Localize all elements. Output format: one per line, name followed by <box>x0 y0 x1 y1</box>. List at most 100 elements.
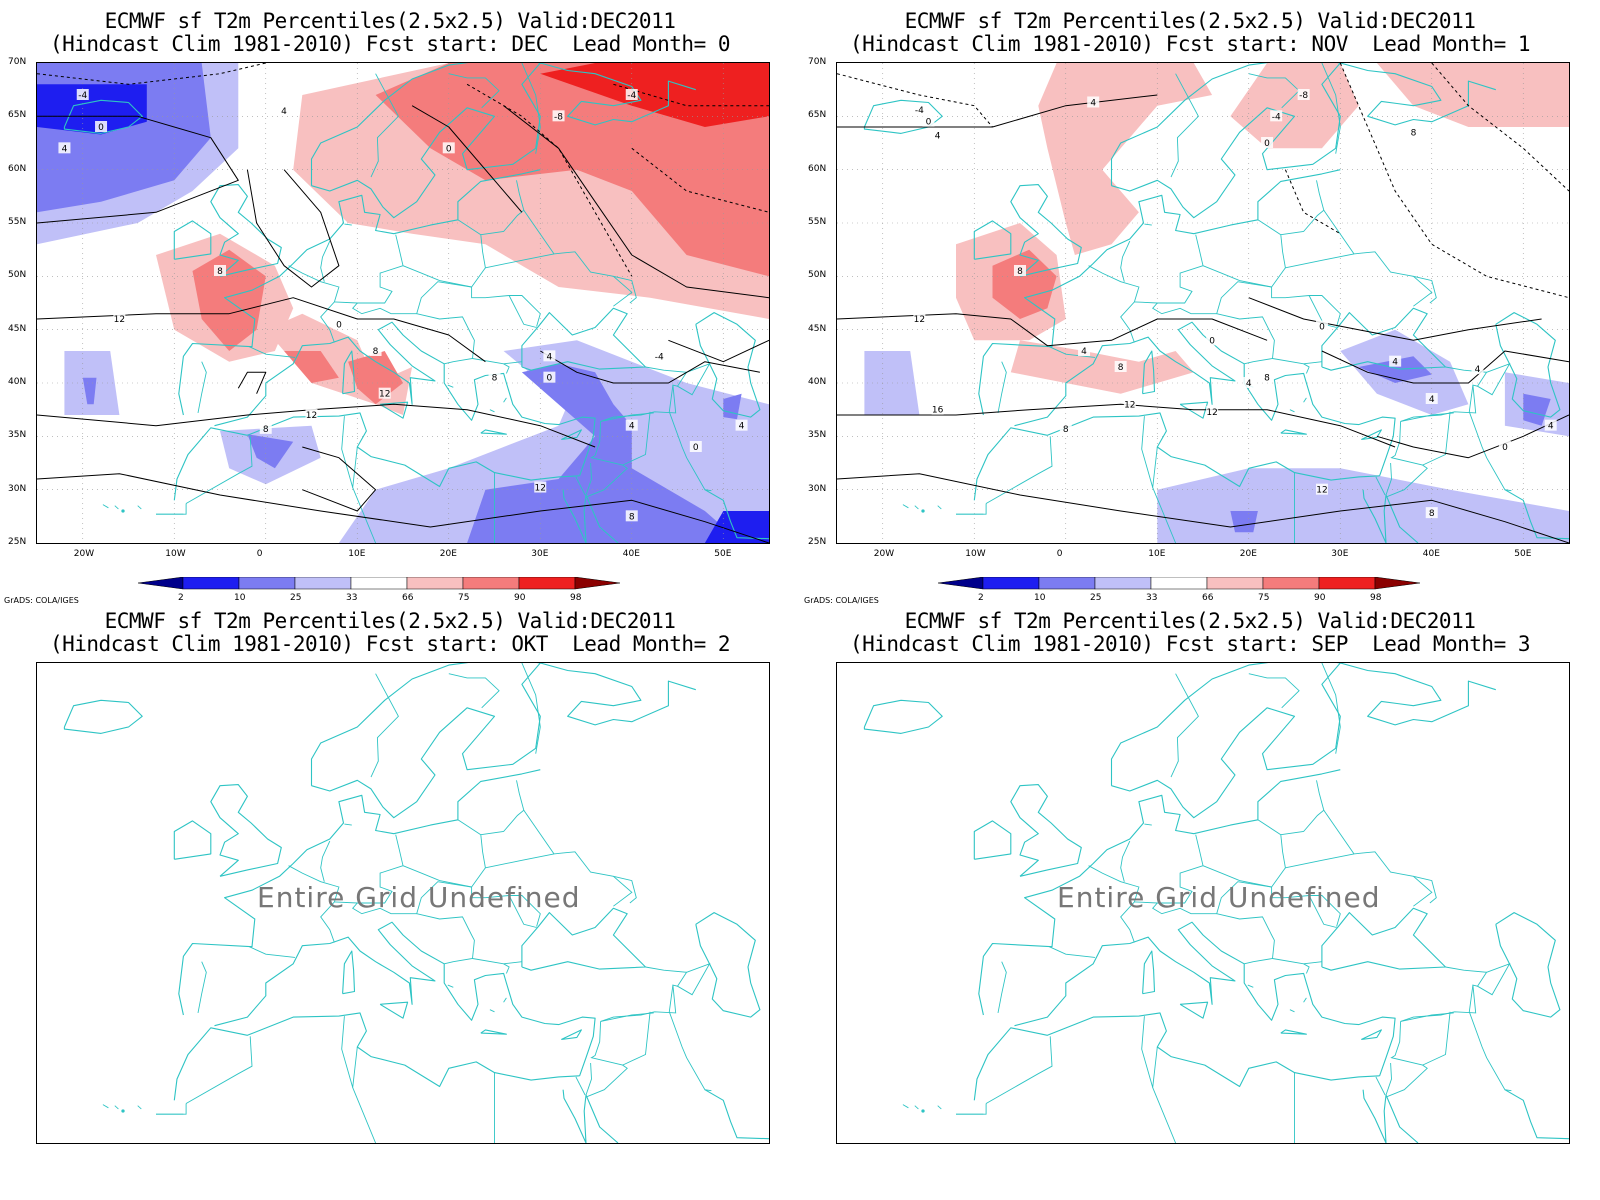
map-canvas <box>63 663 769 1143</box>
lat-tick-label: 45N <box>808 323 827 334</box>
panel-title-line1: ECMWF sf T2m Percentiles(2.5x2.5) Valid:… <box>104 609 676 633</box>
contour-label: -4 <box>78 91 87 101</box>
lat-tick-label: 35N <box>8 430 27 441</box>
lat-tick-label: 25N <box>808 537 827 547</box>
lon-tick-label: 0 <box>256 549 263 559</box>
panel-title-line2: (Hindcast Clim 1981-2010) Fcst start: DE… <box>49 32 731 56</box>
colorbar-label: 75 <box>1258 593 1270 603</box>
contour-label: 12 <box>1206 408 1217 418</box>
colorbar-label: 10 <box>1034 593 1046 603</box>
lon-tick-label: 10E <box>1148 549 1166 559</box>
contour-label: 4 <box>1392 358 1398 368</box>
contour-label: 8 <box>1411 128 1417 138</box>
contour-label: 8 <box>1063 425 1069 435</box>
colorbar-label: 2 <box>978 593 984 603</box>
contour-lines <box>837 63 1569 543</box>
contour-label: -8 <box>1299 91 1308 101</box>
colorbar-label: 90 <box>1314 593 1326 603</box>
grads-credit: GrADS: COLA/IGES <box>4 596 79 605</box>
colorbar-label: 33 <box>346 593 358 603</box>
colorbar-segment <box>982 577 1040 590</box>
contour-label: 4 <box>1246 379 1252 389</box>
contour-label: 8 <box>629 512 635 522</box>
contour-label: 4 <box>547 352 553 362</box>
country-borders <box>102 63 712 543</box>
panel-lead-2: ECMWF sf T2m Percentiles(2.5x2.5) Valid:… <box>0 600 800 1200</box>
lon-tick-label: 20E <box>439 549 457 559</box>
lat-tick-label: 70N <box>808 57 827 67</box>
lon-tick-label: 40E <box>1422 549 1440 559</box>
colorbar-label: 33 <box>1146 593 1158 603</box>
lon-tick-label: 10W <box>965 549 986 559</box>
country-borders <box>902 63 1512 543</box>
colorbar-segment <box>1038 577 1096 590</box>
colorbar-segment <box>462 577 520 590</box>
colorbar-segment <box>1318 577 1376 590</box>
map-canvas <box>863 663 1569 1143</box>
contour-label: 4 <box>1429 395 1435 405</box>
lon-tick-label: 20W <box>73 549 95 559</box>
lon-tick-label: 30E <box>531 549 549 559</box>
lat-tick-label: 30N <box>808 483 827 494</box>
map-area: Entire Grid Undefined <box>36 662 770 1144</box>
contour-label: 8 <box>1429 509 1435 519</box>
contour-label: 12 <box>914 315 925 325</box>
lon-tick-label: 20W <box>873 549 895 559</box>
lon-tick-label: 30E <box>1331 549 1349 559</box>
contour-label: 0 <box>1502 443 1508 453</box>
colorbar-bar <box>938 577 1421 590</box>
contour-label: 0 <box>547 374 553 384</box>
colorbar-segment <box>350 577 408 590</box>
map-area: -4 0 4 4 -8 -4 0 8 12 0 0 4 8 16 12 8 12 8 4 4 4 4 0 12 8 4 8 <box>836 62 1570 544</box>
colorbar-label: 98 <box>1370 593 1382 603</box>
contour-label: 12 <box>379 390 390 400</box>
coastlines <box>863 63 1569 543</box>
colorbar-segment <box>138 577 184 590</box>
panel-title-line2: (Hindcast Clim 1981-2010) Fcst start: SE… <box>849 632 1531 656</box>
colorbar-segment <box>938 577 984 590</box>
panel-title-line1: ECMWF sf T2m Percentiles(2.5x2.5) Valid:… <box>104 9 676 33</box>
contour-label: -4 <box>627 91 636 101</box>
lon-tick-label: 50E <box>1514 549 1532 559</box>
colorbar-label: 25 <box>290 593 302 603</box>
colorbar-segment <box>406 577 464 590</box>
colorbar-segment <box>1262 577 1320 590</box>
percentile-shading <box>864 63 1569 543</box>
country-borders <box>102 663 712 1143</box>
lat-tick-label: 45N <box>8 323 27 334</box>
colorbar-label: 98 <box>570 593 582 603</box>
panel-title-line2: (Hindcast Clim 1981-2010) Fcst start: OK… <box>49 632 731 656</box>
contour-label: 0 <box>98 123 104 133</box>
panel-title-line2: (Hindcast Clim 1981-2010) Fcst start: NO… <box>849 32 1531 56</box>
contour-label: 4 <box>281 107 287 117</box>
colorbar-label: 90 <box>514 593 526 603</box>
contour-label: 0 <box>336 320 342 330</box>
country-borders <box>902 663 1512 1143</box>
panel-title-line1: ECMWF sf T2m Percentiles(2.5x2.5) Valid:… <box>904 609 1476 633</box>
contour-label: 8 <box>492 374 498 384</box>
undefined-grid-text: Entire Grid Undefined <box>1057 881 1381 914</box>
lat-tick-label: 50N <box>8 270 27 281</box>
lon-tick-label: 40E <box>622 549 640 559</box>
colorbar-label: 25 <box>1090 593 1102 603</box>
colorbar-label: 2 <box>178 593 184 603</box>
panel-lead-3: ECMWF sf T2m Percentiles(2.5x2.5) Valid:… <box>800 600 1600 1200</box>
contour-label: 12 <box>1124 400 1135 410</box>
contour-label: -4 <box>915 106 924 116</box>
undefined-grid-text: Entire Grid Undefined <box>257 881 581 914</box>
lat-tick-label: 65N <box>808 110 827 121</box>
contour-label: 12 <box>306 411 317 421</box>
graticule <box>837 63 1569 543</box>
contour-label: 8 <box>1017 267 1023 277</box>
contour-label: -8 <box>554 112 563 122</box>
contour-label: 4 <box>629 422 635 432</box>
colorbar-label: 75 <box>458 593 470 603</box>
contour-label: 0 <box>1209 336 1215 346</box>
contour-label: 4 <box>1548 422 1554 432</box>
lat-tick-label: 60N <box>808 163 827 174</box>
contour-label: 8 <box>1264 374 1270 384</box>
panel-lead-1: ECMWF sf T2m Percentiles(2.5x2.5) Valid:… <box>800 0 1600 605</box>
lon-tick-label: 10E <box>348 549 366 559</box>
lat-tick-label: 70N <box>8 57 27 67</box>
